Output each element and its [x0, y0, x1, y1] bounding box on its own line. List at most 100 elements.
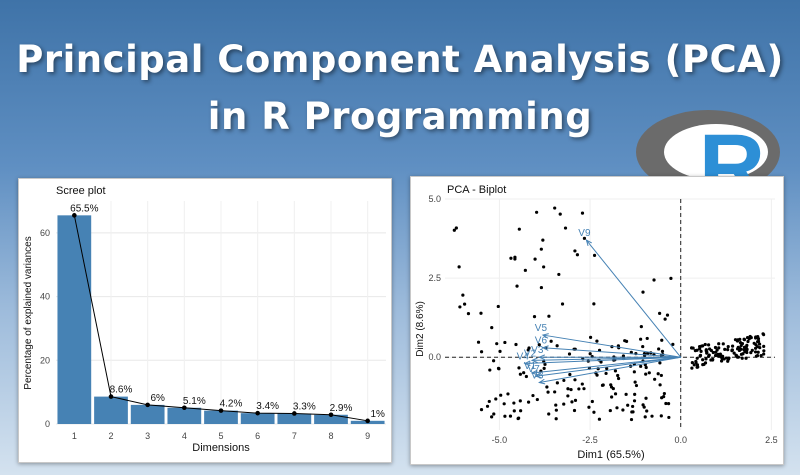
biplot-point [719, 359, 724, 363]
biplot-point [748, 334, 752, 339]
biplot-point [566, 394, 570, 398]
biplot-point [575, 253, 580, 257]
biplot-point [667, 415, 671, 420]
scree-x-tick-label: 6 [255, 431, 260, 441]
scree-bar [240, 413, 275, 424]
biplot-point [624, 392, 628, 396]
biplot-point [547, 412, 551, 416]
biplot-point [492, 359, 496, 363]
scree-x-tick-label: 3 [145, 431, 150, 441]
biplot-point [736, 355, 740, 359]
biplot-point [616, 373, 620, 378]
biplot-point [732, 351, 736, 355]
biplot-arrowhead [541, 345, 549, 351]
biplot-point [554, 403, 558, 407]
biplot-point [715, 348, 719, 352]
biplot-arrowhead [585, 239, 592, 247]
biplot-point [711, 357, 715, 361]
biplot-point [730, 344, 735, 348]
biplot-point [755, 340, 760, 344]
biplot-y-tick-label: 2.5 [428, 273, 441, 283]
biplot-arrowhead [530, 357, 538, 364]
scree-point [365, 418, 370, 424]
scree-y-tick-labels: 0 20 40 60 [40, 228, 50, 429]
scree-point [292, 411, 297, 416]
biplot-point [745, 343, 749, 347]
biplot-point [756, 350, 760, 354]
biplot-point [695, 356, 699, 360]
biplot-point [524, 374, 528, 379]
scree-point [145, 402, 150, 408]
biplot-point [568, 372, 572, 377]
biplot-point [547, 314, 551, 318]
biplot-point [506, 392, 510, 396]
biplot-point [539, 247, 543, 251]
biplot-title: PCA - Biplot [447, 184, 506, 196]
biplot-point [516, 416, 520, 421]
biplot-point [754, 343, 758, 347]
biplot-point [494, 397, 498, 401]
biplot-point [754, 336, 758, 340]
biplot-point [479, 408, 484, 412]
biplot-point [513, 257, 517, 261]
scree-y-tick-label: 0 [45, 419, 50, 429]
biplot-point [616, 376, 621, 381]
biplot-point [566, 387, 570, 391]
scree-x-tick-label: 7 [292, 431, 297, 441]
biplot-point [569, 387, 573, 392]
biplot-point [479, 311, 483, 315]
biplot-point [623, 339, 627, 343]
biplot-point [554, 417, 558, 421]
biplot-point [541, 238, 545, 242]
biplot-point [704, 357, 708, 361]
scree-point [108, 394, 114, 399]
biplot-point [666, 402, 671, 406]
biplot-point [629, 417, 634, 422]
biplot-point [657, 347, 661, 351]
biplot-point [613, 392, 618, 396]
biplot-point [577, 387, 581, 391]
biplot-point [709, 348, 713, 353]
biplot-point [580, 382, 584, 386]
biplot-panel: V9 V5 V6 V3 V2 V4 V1 V7 V8 -5.0 -2.5 0.0 2.5 0.0 2.5… [410, 176, 784, 465]
biplot-arrow [531, 356, 681, 374]
biplot-arrow [542, 334, 681, 358]
biplot-point [650, 414, 654, 418]
biplot-arrow [524, 356, 681, 365]
biplot-point [658, 311, 662, 315]
biplot-point [592, 253, 597, 257]
biplot-point [733, 338, 738, 342]
scree-x-tick-labels: 1 2 3 4 5 6 7 8 9 [72, 431, 370, 441]
biplot-point [759, 353, 763, 358]
biplot-point [582, 236, 587, 240]
biplot-point [633, 380, 637, 384]
biplot-point [495, 342, 499, 346]
biplot-point [641, 290, 645, 294]
title-line-2: in R Programming [207, 95, 593, 138]
biplot-point [746, 339, 750, 344]
biplot-point [621, 408, 625, 412]
biplot-point [562, 378, 566, 383]
biplot-point [605, 366, 609, 371]
scree-x-tick-label: 2 [108, 431, 113, 441]
biplot-arrowhead [541, 333, 549, 339]
biplot-point [522, 371, 526, 375]
biplot-point [706, 343, 711, 347]
scree-data-label: 5.1% [183, 396, 206, 407]
biplot-point [542, 366, 546, 370]
biplot-point [608, 408, 612, 413]
biplot-point [523, 268, 527, 272]
biplot-point [498, 349, 502, 353]
biplot-point [698, 354, 702, 358]
scree-point [218, 408, 224, 413]
biplot-point [587, 405, 591, 409]
biplot-x-tick-label: -5.0 [492, 435, 508, 445]
biplot-point [694, 360, 698, 365]
biplot-point [604, 371, 608, 376]
biplot-point [537, 343, 541, 347]
biplot-point [665, 313, 670, 317]
biplot-point [454, 226, 458, 230]
biplot-variable-label: V4 [517, 352, 530, 363]
